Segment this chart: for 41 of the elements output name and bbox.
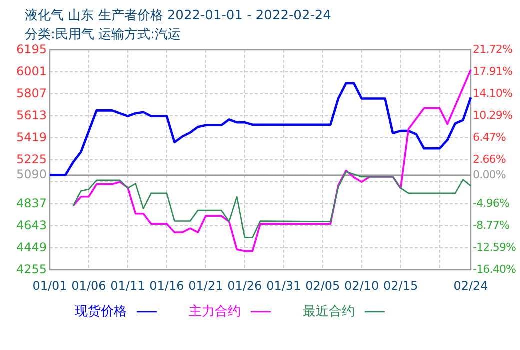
line-series [72,68,472,252]
x-tick-label: 01/26 [228,279,262,293]
y2-tick-label: 17.91% [473,64,513,78]
y2-tick-label: 2.66% [473,153,506,166]
line-series [48,82,472,176]
y-tick-label: 4643 [16,218,47,232]
x-tick-label: 02/24 [454,279,488,293]
y2-tick-label: 6.47% [473,131,506,144]
legend-label: 主力合约 [189,304,241,320]
x-tick-label: 02/15 [384,279,418,293]
x-tick-label: 01/21 [188,279,224,293]
y-tick-label: 5090 [16,168,47,182]
y2-tick-label: 14.10% [473,86,513,100]
y-tick-label: 6195 [16,42,47,56]
y-tick-label: 5225 [16,152,47,166]
y-tick-label: 5419 [16,130,47,144]
y-tick-label: 5807 [16,86,47,100]
y2-tick-label: 10.29% [473,108,513,122]
y-tick-label: 5613 [16,108,47,122]
y2-tick-label: -4.96% [473,196,510,210]
line-series [72,171,472,238]
legend-label: 现货价格 [75,304,127,320]
y-tick-label: 4837 [16,196,47,210]
x-tick-label: 02/05 [306,279,340,293]
y2-tick-label: 0.00% [473,168,506,182]
x-tick-label: 01/31 [266,279,302,293]
chart-subtitle: 分类:民用气 运输方式:汽运 [25,26,181,43]
chart-title: 液化气 山东 生产者价格 2022-01-01 - 2022-02-24 [25,8,332,24]
x-tick-label: 01/11 [110,279,146,293]
y2-tick-label: 21.72% [473,43,513,56]
x-tick-label: 01/16 [150,279,184,293]
legend-label: 最近合约 [303,304,355,320]
y2-tick-label: -16.40% [473,263,516,276]
y-tick-label: 4255 [16,262,47,276]
y2-tick-label: -12.59% [473,241,516,254]
x-tick-label: 01/01 [32,279,68,293]
y-tick-label: 4449 [16,240,47,254]
y2-tick-label: -8.77% [473,218,510,232]
y-tick-label: 6001 [16,64,47,78]
x-tick-label: 01/06 [72,279,106,293]
x-tick-label: 02/10 [344,279,380,293]
